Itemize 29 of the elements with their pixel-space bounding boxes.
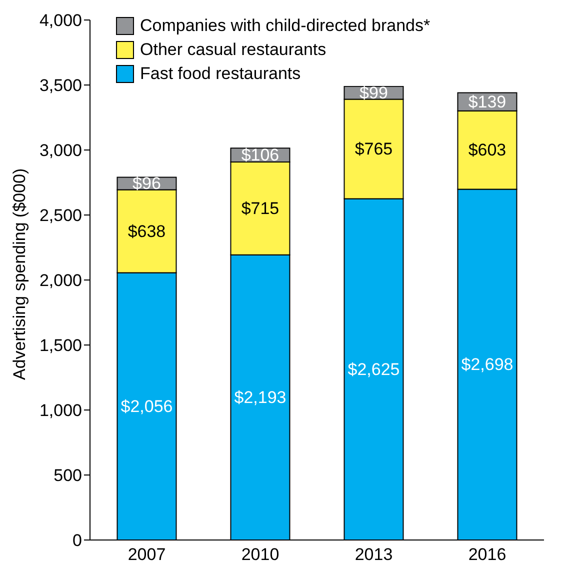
- y-tick-label: 1,500: [39, 336, 82, 356]
- y-axis-title: Advertising spending ($000): [10, 168, 30, 380]
- y-tick-label: 3,500: [39, 76, 82, 96]
- y-tick-label: 2,000: [39, 271, 82, 290]
- y-tick-label: 1,000: [39, 401, 82, 420]
- data-label: $765: [354, 140, 393, 159]
- data-label: $139: [468, 92, 506, 112]
- data-label: $96: [132, 174, 161, 194]
- legend-label: Other casual restaurants: [140, 40, 326, 60]
- data-label: $99: [360, 83, 388, 102]
- data-label: $106: [241, 146, 280, 165]
- y-tick-label: 0: [72, 531, 82, 550]
- x-tick-label: 2007: [128, 545, 166, 564]
- x-tick-label: 2013: [354, 545, 393, 564]
- x-tick-label: 2010: [241, 545, 280, 564]
- y-tick-label: 2,500: [39, 206, 82, 226]
- legend-label: Companies with child-directed brands*: [140, 16, 430, 36]
- data-label: $603: [468, 140, 506, 160]
- data-label: $715: [241, 198, 280, 218]
- data-label: $2,193: [234, 388, 286, 407]
- data-label: $2,056: [120, 396, 173, 416]
- legend-label: Fast food restaurants: [140, 64, 301, 84]
- data-label: $2,698: [461, 355, 514, 374]
- data-label: $2,625: [348, 360, 400, 379]
- x-tick-label: 2016: [468, 545, 506, 564]
- data-label: $638: [128, 222, 166, 241]
- y-tick-label: 4,000: [39, 11, 82, 30]
- y-tick-label: 500: [54, 466, 82, 486]
- y-tick-label: 3,000: [39, 141, 82, 160]
